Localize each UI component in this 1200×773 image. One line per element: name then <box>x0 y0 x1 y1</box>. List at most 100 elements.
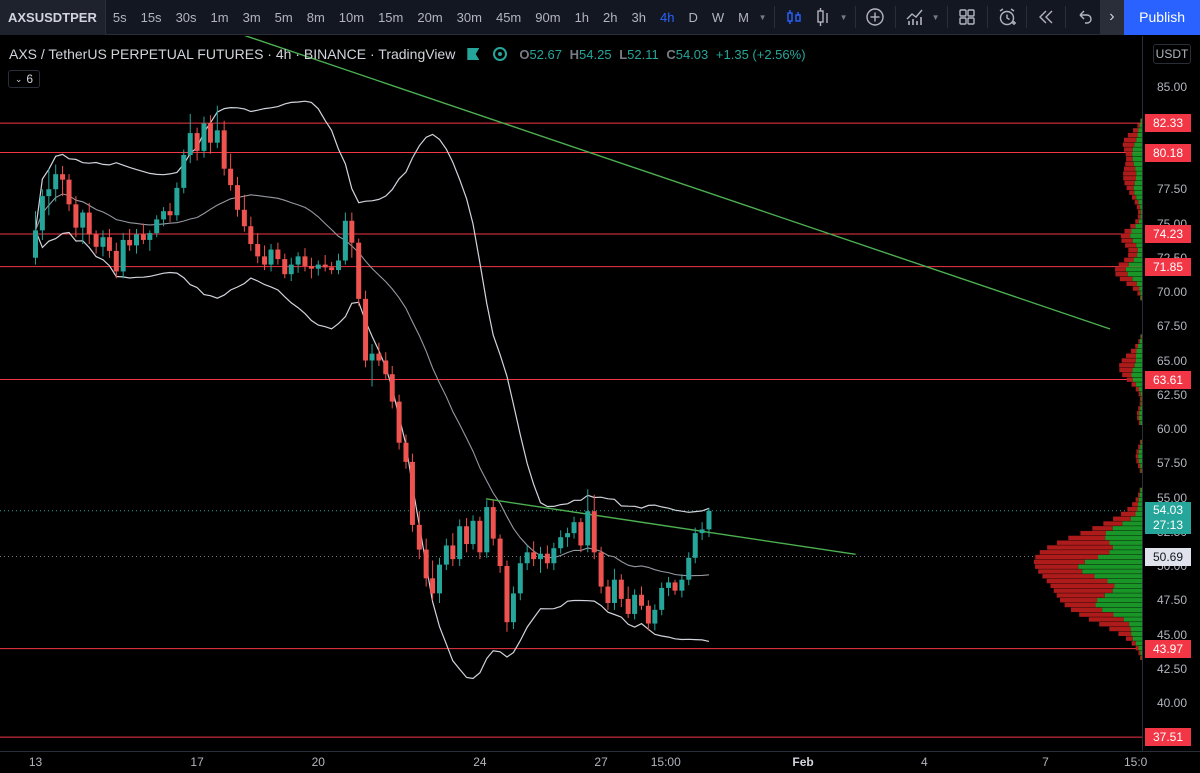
flag-icon[interactable] <box>467 48 480 60</box>
volume-profile-bar-up <box>1135 358 1142 363</box>
candle-body <box>403 442 409 462</box>
interval-30s[interactable]: 30s <box>175 9 197 25</box>
candle-body <box>106 237 112 251</box>
legend-title: AXS / TetherUS PERPETUAL FUTURES · 4h · … <box>9 46 456 62</box>
interval-4h[interactable]: 4h <box>659 9 675 25</box>
volume-profile-bar-down <box>1092 526 1113 531</box>
candle-body <box>625 598 631 614</box>
replay-icon[interactable] <box>1032 0 1060 35</box>
volume-profile-bar-up <box>1114 583 1142 589</box>
volume-profile-bar-up <box>1138 449 1142 454</box>
interval-15s[interactable]: 15s <box>140 9 162 25</box>
volume-profile-bar-up <box>1139 286 1142 291</box>
candle-body <box>207 123 213 143</box>
change-value: +1.35 (+2.56%) <box>715 46 806 62</box>
candle-body <box>214 130 220 143</box>
volume-profile-bar-down <box>1124 257 1134 263</box>
volume-profile-bar-down <box>1137 123 1140 128</box>
volume-profile-bar-up <box>1132 377 1142 382</box>
candle-body <box>322 264 328 268</box>
time-tick: 20 <box>311 755 325 769</box>
candle-body <box>692 533 698 558</box>
volume-profile-bar-down <box>1135 219 1140 224</box>
time-tick: 27 <box>594 755 608 769</box>
volume-profile-bar-down <box>1135 454 1139 459</box>
candle-body <box>73 204 79 228</box>
candle-body <box>457 526 463 560</box>
volume-profile-bar-up <box>1098 554 1142 560</box>
interval-1m[interactable]: 1m <box>210 9 229 25</box>
candle-body <box>706 510 712 530</box>
volume-profile-bar-down <box>1136 449 1139 454</box>
interval-5m[interactable]: 5m <box>274 9 293 25</box>
price-tick: 60.00 <box>1157 422 1188 436</box>
volume-profile-bar-down <box>1137 214 1141 219</box>
candle-body <box>450 545 456 560</box>
volume-profile-bar-up <box>1136 195 1142 200</box>
interval-90m[interactable]: 90m <box>535 9 561 25</box>
interval-dropdown-icon[interactable]: ▼ <box>758 12 767 22</box>
chart-pane[interactable] <box>0 36 1142 751</box>
volume-profile-bar-up <box>1139 387 1142 392</box>
volume-profile-bar-down <box>1139 487 1141 493</box>
interval-2h[interactable]: 2h <box>603 9 618 25</box>
chart-canvas[interactable] <box>0 36 1142 751</box>
interval-15m[interactable]: 15m <box>378 9 404 25</box>
volume-profile-bar-up <box>1140 420 1142 426</box>
layout-grid-icon[interactable] <box>953 0 981 35</box>
interval-M[interactable]: M <box>738 9 749 25</box>
candle-body <box>268 249 274 265</box>
volume-profile-bar-down <box>1130 348 1137 354</box>
interval-3h[interactable]: 3h <box>631 9 646 25</box>
volume-profile-bar-down <box>1064 602 1096 608</box>
collapse-icon[interactable]: › <box>1099 0 1125 35</box>
candle-body <box>60 174 66 180</box>
interval-45m[interactable]: 45m <box>495 9 522 25</box>
indicators-icon[interactable] <box>901 0 929 35</box>
interval-1h[interactable]: 1h <box>574 9 590 25</box>
volume-profile-bar-up <box>1102 607 1142 613</box>
volume-profile-bar-down <box>1131 641 1136 646</box>
candle-body <box>416 524 422 550</box>
publish-button[interactable]: Publish <box>1124 0 1200 35</box>
time-scale[interactable]: 13 17 20 24 27 15:00 Feb 4 7 15:0 <box>0 751 1200 773</box>
bars-icon[interactable] <box>809 0 837 35</box>
time-tick: 13 <box>28 755 43 769</box>
indicators-toggle-button[interactable]: ⌄ 6 <box>8 70 40 88</box>
add-indicator-icon[interactable] <box>861 0 889 35</box>
candle-body <box>363 298 369 361</box>
level-price-label: 71.85 <box>1145 257 1191 276</box>
volume-profile-bar-up <box>1134 180 1142 186</box>
currency-unit-button[interactable]: USDT <box>1153 44 1191 64</box>
volume-profile-bar-up <box>1141 655 1142 660</box>
volume-profile-bar-up <box>1141 401 1142 406</box>
interval-3m[interactable]: 3m <box>242 9 261 25</box>
price-scale[interactable]: USDT 85.0077.5075.0072.5070.0067.5065.00… <box>1142 36 1200 751</box>
indicators-dropdown-icon[interactable]: ▼ <box>931 12 940 22</box>
symbol-search-button[interactable]: AXSUSDTPER <box>0 0 106 35</box>
interval-10m[interactable]: 10m <box>338 9 365 25</box>
interval-8m[interactable]: 8m <box>306 9 325 25</box>
candle-body <box>517 563 523 594</box>
candle-body <box>93 234 99 247</box>
level-price-label: 37.51 <box>1145 728 1191 747</box>
candles-icon[interactable] <box>780 0 808 35</box>
volume-profile-bar-down <box>1135 343 1139 349</box>
volume-profile-bar-down <box>1124 228 1132 234</box>
volume-profile-bar-up <box>1140 391 1142 397</box>
chart-type-dropdown-icon[interactable]: ▼ <box>839 12 848 22</box>
volume-profile-bar-up <box>1136 348 1142 354</box>
toolbar-divider <box>1025 6 1027 28</box>
undo-icon[interactable] <box>1071 0 1099 35</box>
interval-5s[interactable]: 5s <box>112 9 127 25</box>
volume-profile-bar-down <box>1128 248 1138 253</box>
candle-body <box>53 174 59 190</box>
interval-D[interactable]: D <box>688 9 698 25</box>
interval-W[interactable]: W <box>711 9 725 25</box>
volume-profile-bar-down <box>1060 598 1098 603</box>
alert-clock-icon[interactable] <box>993 0 1021 35</box>
price-tick: 42.50 <box>1157 661 1188 676</box>
interval-20m[interactable]: 20m <box>417 9 443 25</box>
volume-profile-bar-up <box>1138 458 1142 464</box>
interval-30m[interactable]: 30m <box>456 9 482 25</box>
